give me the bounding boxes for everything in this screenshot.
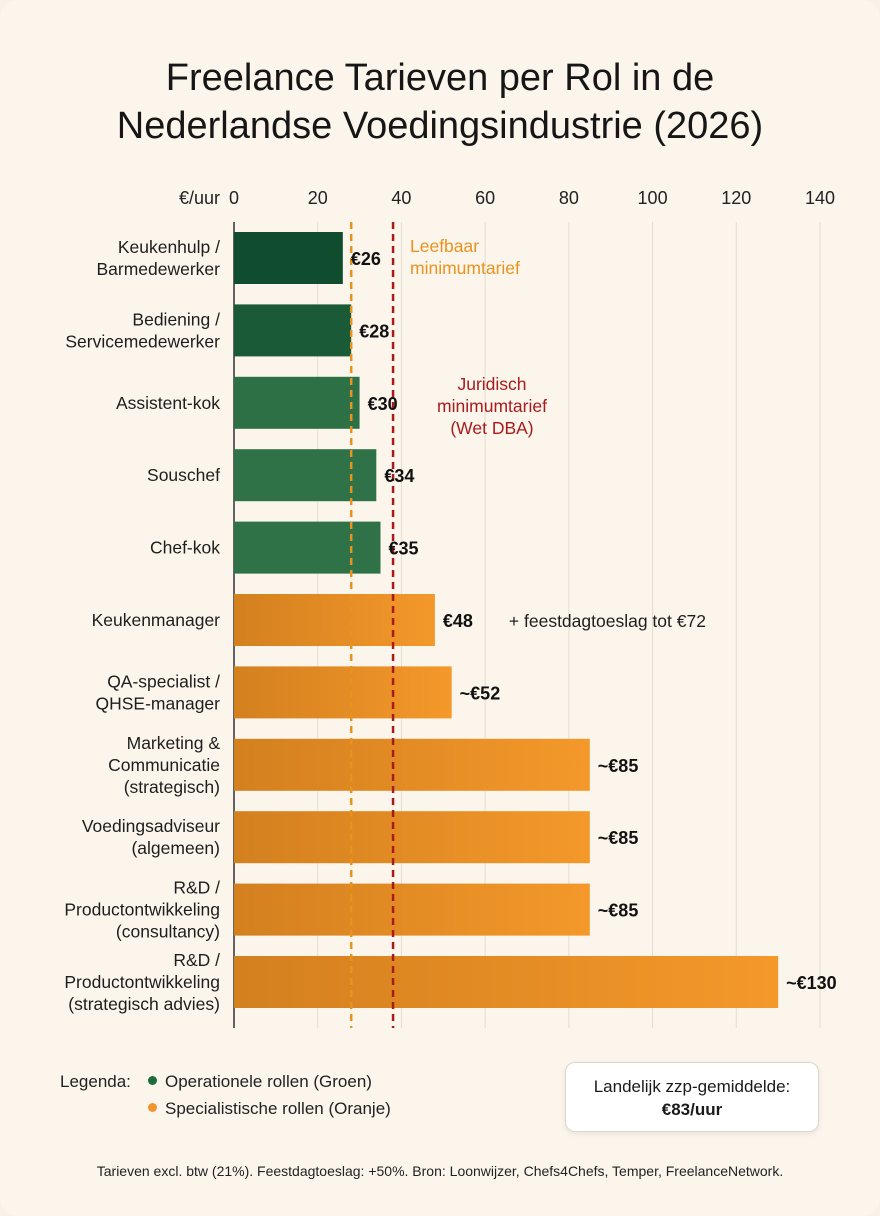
reference-line-label: Juridisch (457, 374, 526, 394)
category-label: Barmedewerker (96, 259, 220, 279)
value-label: €34 (384, 466, 414, 486)
category-label: (strategisch) (124, 777, 220, 797)
category-label: Keukenmanager (92, 610, 221, 630)
bar (234, 521, 381, 574)
average-rate-box: Landelijk zzp-gemiddelde: €83/uur (565, 1062, 819, 1132)
legend-dot-green (148, 1076, 157, 1086)
category-label: R&D / (173, 950, 220, 970)
category-label: QA-specialist / (107, 671, 220, 691)
value-label: €30 (368, 394, 398, 414)
category-label: Souschef (147, 465, 220, 485)
category-label: (consultancy) (116, 922, 220, 942)
value-label: ~€130 (786, 973, 837, 993)
reference-line-label: Leefbaar (410, 236, 479, 256)
category-label: (algemeen) (131, 838, 220, 858)
average-rate-label: Landelijk zzp-gemiddelde: (593, 1077, 791, 1096)
x-tick-label: 20 (308, 188, 328, 208)
bar-note: + feestdagtoeslag tot €72 (509, 611, 706, 631)
legend-title: Legenda: (60, 1072, 131, 1091)
legend-dot-orange (148, 1103, 157, 1113)
category-label: R&D / (173, 878, 220, 898)
legend-label-operational: Operationele rollen (Groen) (165, 1072, 372, 1091)
category-label: Voedingsadviseur (82, 816, 220, 836)
value-label: €26 (351, 249, 381, 269)
x-tick-label: 140 (805, 188, 835, 208)
x-tick-label: 40 (391, 188, 411, 208)
value-label: ~€85 (598, 828, 639, 848)
legend-item-operational: Operationele rollen (Groen) (148, 1072, 372, 1092)
reference-line-label: (Wet DBA) (450, 418, 533, 438)
chart-title-line-2: Nederlandse Voedingsindustrie (2026) (116, 105, 764, 147)
bar (234, 376, 360, 429)
footnote: Tarieven excl. btw (21%). Feestdagtoesla… (96, 1163, 784, 1179)
x-tick-label: 80 (559, 188, 579, 208)
category-label: Servicemedewerker (65, 331, 220, 351)
bar (234, 956, 779, 1008)
value-label: ~€85 (598, 901, 639, 921)
bar (234, 883, 590, 936)
legend-item-specialist: Specialistische rollen (Oranje) (148, 1099, 391, 1119)
reference-line-label: minimumtarief (410, 258, 520, 278)
category-label: Assistent-kok (116, 393, 220, 413)
legend-label-specialist: Specialistische rollen (Oranje) (165, 1099, 391, 1118)
bar (234, 811, 590, 864)
category-label: Productontwikkeling (64, 972, 220, 992)
value-label: €48 (443, 611, 473, 631)
bar (234, 449, 377, 502)
x-tick-label: 100 (638, 188, 668, 208)
bar (234, 594, 435, 646)
x-axis-unit-label: €/uur (179, 188, 220, 208)
x-tick-label: 60 (475, 188, 495, 208)
average-rate-value: €83/uur (661, 1100, 723, 1119)
category-label: Marketing & (127, 733, 221, 753)
category-label: QHSE-manager (96, 693, 221, 713)
bar (234, 666, 452, 719)
category-label: Bediening / (132, 309, 220, 329)
category-label: Productontwikkeling (64, 900, 220, 920)
x-tick-label: 0 (229, 188, 239, 208)
chart-title: Freelance Tarieven per Rol in de Nederla… (0, 54, 880, 150)
x-tick-label: 120 (721, 188, 751, 208)
bar (234, 232, 343, 284)
value-label: ~€52 (460, 683, 501, 703)
value-label: €28 (359, 321, 389, 341)
value-label: ~€85 (598, 756, 639, 776)
reference-line-label: minimumtarief (437, 396, 547, 416)
category-label: Communicatie (108, 755, 220, 775)
bar (234, 304, 352, 357)
value-label: €35 (389, 539, 419, 559)
chart-title-line-1: Freelance Tarieven per Rol in de (165, 57, 715, 99)
category-label: (strategisch advies) (68, 994, 220, 1014)
bar (234, 738, 590, 791)
category-label: Chef-kok (150, 538, 220, 558)
category-label: Keukenhulp / (118, 237, 220, 257)
